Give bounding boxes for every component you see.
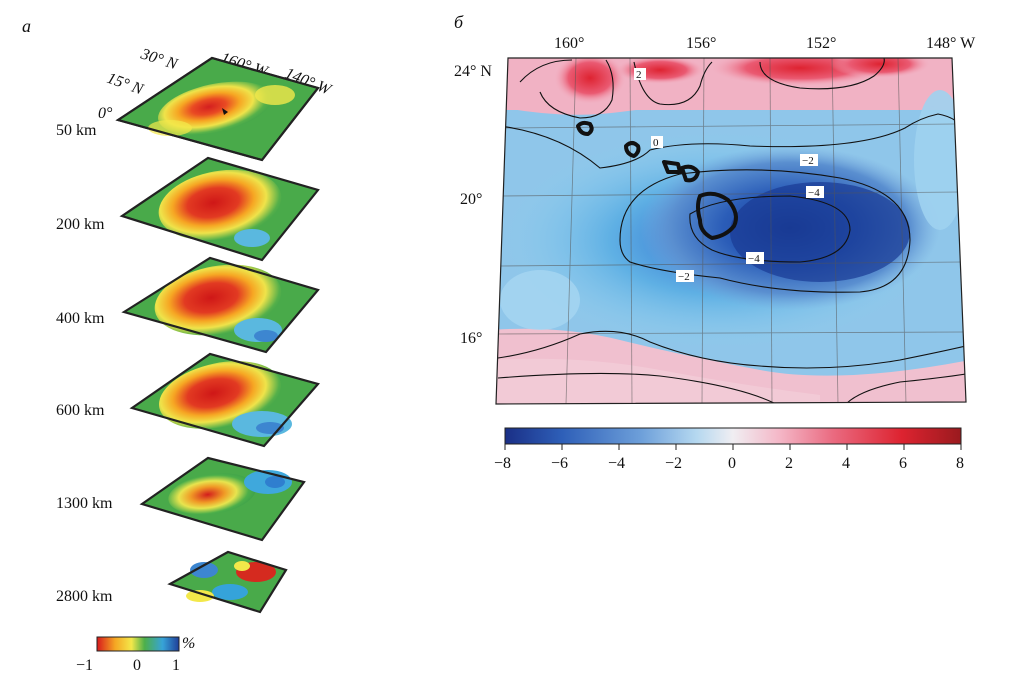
contour-label: −2 bbox=[802, 155, 814, 167]
colorbar-a-tick: 0 bbox=[133, 657, 141, 674]
colorbar-b-tick: −4 bbox=[608, 455, 625, 472]
depth-label-2800km: 2800 km bbox=[56, 588, 113, 605]
panel-a-letter: а bbox=[22, 16, 31, 36]
colorbar-a: % −1 0 1 bbox=[76, 635, 195, 674]
lon-label-156: 156° bbox=[686, 35, 716, 52]
contour-label: 0 bbox=[653, 137, 659, 149]
colorbar-b-tick: 6 bbox=[899, 455, 907, 472]
colorbar-b-tick: 2 bbox=[785, 455, 793, 472]
contour-label: −4 bbox=[748, 253, 760, 265]
colorbar-b-tick: 4 bbox=[842, 455, 850, 472]
contour-label: −4 bbox=[808, 187, 820, 199]
lat-label-0: 0° bbox=[98, 105, 113, 122]
contour-label: −2 bbox=[678, 271, 690, 283]
panel-a: а 160° W 140° W 30° N 15° N 0° 50 km 200… bbox=[22, 16, 335, 674]
colorbar-b-tick: 8 bbox=[956, 455, 964, 472]
depth-label-50km: 50 km bbox=[56, 122, 97, 139]
island-maui bbox=[680, 164, 700, 183]
depth-slice-2800km bbox=[167, 550, 288, 614]
colorbar-b-tick: −2 bbox=[665, 455, 682, 472]
lon-label-152: 152° bbox=[806, 35, 836, 52]
depth-slice-400km bbox=[121, 256, 320, 354]
lat-label-15n: 15° N bbox=[105, 70, 147, 99]
lon-label-160: 160° bbox=[554, 35, 584, 52]
colorbar-b-tick: 0 bbox=[728, 455, 736, 472]
depth-label-1300km: 1300 km bbox=[56, 495, 113, 512]
island-oahu bbox=[624, 141, 641, 158]
depth-label-600km: 600 km bbox=[56, 402, 105, 419]
colorbar-a-tick: 1 bbox=[172, 657, 180, 674]
colorbar-b-tick: −6 bbox=[551, 455, 568, 472]
tomography-map bbox=[496, 58, 966, 404]
depth-slice-600km bbox=[129, 352, 320, 448]
lat-label-16: 16° bbox=[460, 330, 482, 347]
colorbar-a-unit: % bbox=[182, 635, 195, 652]
lat-label-30n: 30° N bbox=[138, 45, 181, 73]
island-hawaii bbox=[696, 191, 738, 240]
depth-label-200km: 200 km bbox=[56, 216, 105, 233]
panel-b: б bbox=[454, 12, 976, 472]
depth-slice-1300km bbox=[139, 456, 306, 542]
contour-labels: 2 0 −2 −4 −4 −2 bbox=[634, 68, 824, 283]
contour-label: 2 bbox=[636, 69, 642, 81]
colorbar-a-tick: −1 bbox=[76, 657, 93, 674]
depth-slice-50km bbox=[115, 56, 320, 162]
island-kauai bbox=[576, 120, 594, 136]
lat-label-20: 20° bbox=[460, 191, 482, 208]
lon-label-148w: 148° W bbox=[926, 35, 976, 52]
depth-label-400km: 400 km bbox=[56, 310, 105, 327]
island-molokai bbox=[662, 160, 682, 174]
map-frame bbox=[495, 57, 967, 405]
panel-b-letter: б bbox=[454, 12, 464, 32]
lat-label-24n: 24° N bbox=[454, 63, 492, 80]
colorbar-b: −8 −6 −4 −2 0 2 4 6 8 bbox=[494, 427, 964, 472]
colorbar-b-tick: −8 bbox=[494, 455, 511, 472]
depth-slice-200km bbox=[119, 156, 320, 262]
